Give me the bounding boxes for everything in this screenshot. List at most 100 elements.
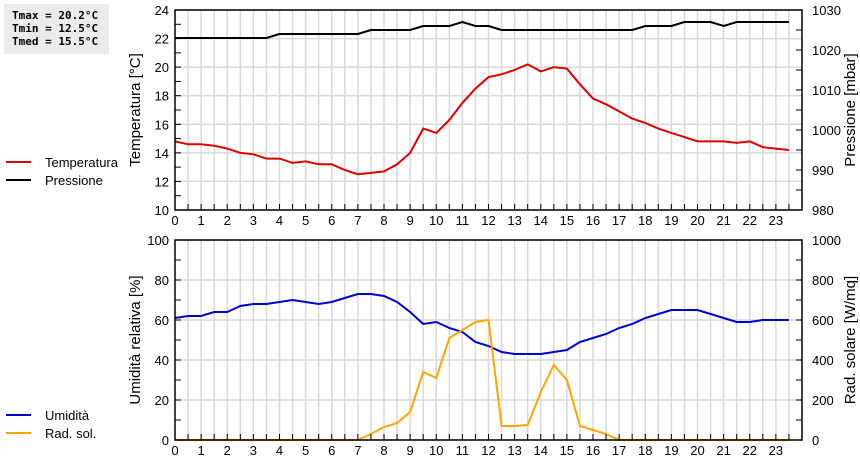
y-tick-label: 20 [155,60,169,75]
x-tick-label: 3 [250,213,257,228]
legend-swatch-icon [6,161,31,163]
x-tick-label: 17 [612,213,626,228]
legend-swatch-icon [6,432,31,434]
x-tick-label: 6 [328,213,335,228]
tmax-text: Tmax = 20.2°C [12,9,99,22]
legend-label: Rad. sol. [45,425,97,441]
y-tick-label: 100 [147,233,169,248]
y2-axis-label: Rad. solare [W/mq] [842,276,859,404]
x-tick-label: 2 [224,443,231,458]
y2-tick-label: 800 [812,273,834,288]
x-tick-label: 7 [354,443,361,458]
x-tick-label: 15 [560,213,574,228]
x-tick-label: 10 [429,443,443,458]
x-tick-label: 2 [224,213,231,228]
y2-tick-label: 980 [812,203,834,218]
y-tick-label: 10 [155,203,169,218]
x-tick-label: 21 [716,213,730,228]
x-tick-label: 23 [769,443,783,458]
x-tick-label: 13 [507,443,521,458]
legend-swatch-icon [6,414,31,416]
x-tick-label: 14 [534,213,548,228]
legend-swatch-icon [6,179,31,181]
x-tick-label: 21 [716,443,730,458]
legend-item-rad-sol: Rad. sol. [6,424,96,442]
stats-box: Tmax = 20.2°C Tmin = 12.5°C Tmed = 15.5°C [4,4,109,54]
x-tick-label: 3 [250,443,257,458]
x-tick-label: 0 [171,213,178,228]
y-tick-label: 16 [155,117,169,132]
x-tick-label: 6 [328,443,335,458]
x-tick-label: 12 [481,443,495,458]
y2-tick-label: 200 [812,393,834,408]
legend-item-umidita: Umidità [6,406,96,424]
legend-label: Umidità [45,407,90,423]
y-tick-label: 22 [155,32,169,47]
x-tick-label: 19 [664,443,678,458]
x-tick-label: 16 [586,443,600,458]
x-tick-label: 18 [638,213,652,228]
x-tick-label: 18 [638,443,652,458]
x-tick-label: 11 [456,213,470,228]
series-pressioneline [175,20,789,39]
legend-top: Temperatura Pressione [6,153,118,189]
x-tick-label: 8 [380,443,387,458]
x-tick-label: 20 [690,213,704,228]
temperature-pressure-chart: 0 1 2 3 4 5 6 7 8 9 10 11 12 13 14 15 16 17 18 19 20 21 22 2310… [127,3,859,228]
x-tick-label: 1 [198,443,205,458]
y-tick-label: 80 [155,273,169,288]
x-tick-label: 23 [769,213,783,228]
x-tick-label: 12 [481,213,495,228]
y2-tick-label: 0 [812,433,819,448]
y-tick-label: 20 [155,393,169,408]
x-tick-label: 22 [743,443,757,458]
humidity-radiation-chart: 0 1 2 3 4 5 6 7 8 9 10 11 12 13 14 15 16 17 18 19 20 21 22 2302… [127,233,859,458]
y2-tick-label: 400 [812,353,834,368]
x-tick-label: 14 [534,443,548,458]
y-tick-label: 60 [155,313,169,328]
y2-tick-label: 990 [812,163,834,178]
y-tick-label: 12 [155,174,169,189]
x-tick-label: 9 [407,213,414,228]
x-tick-label: 17 [612,443,626,458]
x-tick-label: 7 [354,213,361,228]
y-tick-label: 24 [155,3,169,18]
x-tick-label: 19 [664,213,678,228]
y2-tick-label: 1000 [812,123,841,138]
y-tick-label: 0 [162,433,169,448]
y2-tick-label: 1000 [812,233,841,248]
y-tick-label: 18 [155,89,169,104]
y2-axis-label: Pressione [mbar] [842,53,859,166]
x-tick-label: 5 [302,443,309,458]
x-tick-label: 22 [743,213,757,228]
x-tick-label: 8 [380,213,387,228]
x-tick-label: 11 [456,443,470,458]
tmin-text: Tmin = 12.5°C [12,22,99,35]
x-tick-label: 0 [171,443,178,458]
y-axis-label: Temperatura [°C] [127,53,144,167]
y2-tick-label: 1010 [812,83,841,98]
series-umidit-line [174,293,789,355]
x-tick-label: 20 [690,443,704,458]
legend-label: Pressione [45,172,103,188]
x-tick-label: 16 [586,213,600,228]
y2-tick-label: 600 [812,313,834,328]
y-tick-label: 14 [155,146,169,161]
x-tick-label: 4 [276,213,283,228]
y2-tick-label: 1030 [812,3,841,18]
x-tick-label: 13 [507,213,521,228]
legend-label: Temperatura [45,154,118,170]
x-tick-label: 9 [407,443,414,458]
x-tick-label: 1 [198,213,205,228]
legend-item-temperatura: Temperatura [6,153,118,171]
tmed-text: Tmed = 15.5°C [12,35,99,48]
y-tick-label: 40 [155,353,169,368]
x-tick-label: 15 [560,443,574,458]
y-axis-label: Umidità relativa [%] [127,275,144,404]
x-tick-label: 4 [276,443,283,458]
legend-bottom: Umidità Rad. sol. [6,406,96,442]
x-tick-label: 10 [429,213,443,228]
y2-tick-label: 1020 [812,43,841,58]
legend-item-pressione: Pressione [6,171,118,189]
